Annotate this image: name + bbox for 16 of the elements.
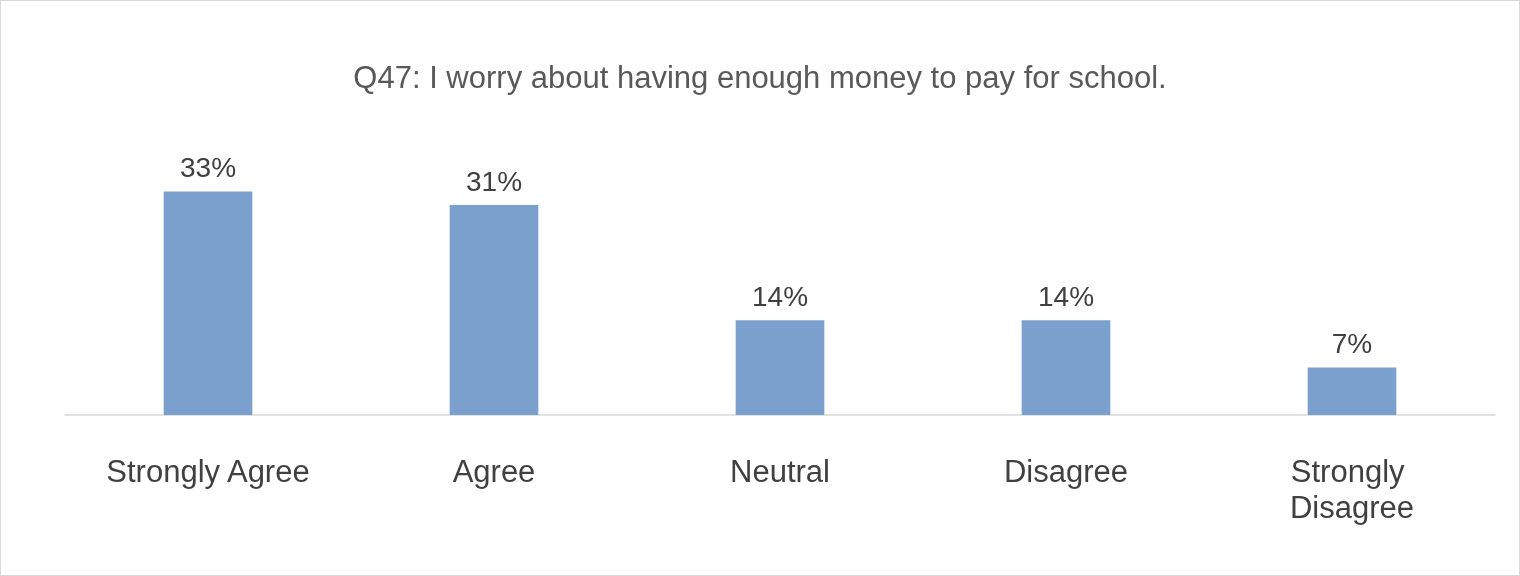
bar xyxy=(1021,320,1111,415)
bar xyxy=(1307,367,1397,415)
data-label: 33% xyxy=(179,152,237,184)
x-tick-label: Strongly Agree xyxy=(106,453,310,489)
data-label: 31% xyxy=(465,165,523,197)
bar xyxy=(735,320,825,415)
x-tick-label: Strongly Disagree xyxy=(1289,453,1415,525)
data-label: 14% xyxy=(1037,280,1095,312)
x-tick-label: Disagree xyxy=(1003,453,1129,489)
chart-title: Q47: I worry about having enough money to pay for school. xyxy=(353,60,1167,95)
x-tick-label: Neutral xyxy=(730,453,830,489)
bar xyxy=(449,205,539,415)
x-tick-label: Agree xyxy=(452,453,536,489)
data-label: 14% xyxy=(751,280,809,312)
bar xyxy=(163,191,253,415)
data-label: 7% xyxy=(1331,328,1373,360)
